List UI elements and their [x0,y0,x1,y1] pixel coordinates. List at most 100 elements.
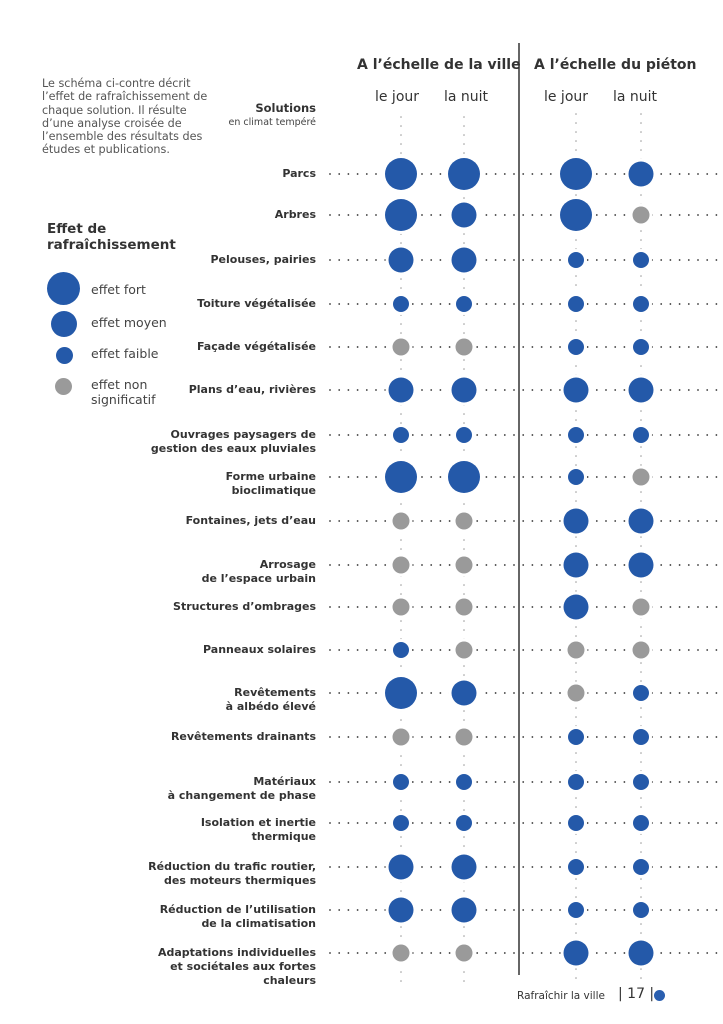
legend-label: effet faible [91,346,159,361]
row-label-line: des moteurs thermiques [163,874,316,887]
row-label-line: à changement de phase [167,789,316,802]
row-label-line: Revêtements drainants [170,730,316,743]
effect-marker-fort [560,199,592,231]
intro-text: Le schéma ci-contre décrit l’effet de ra… [42,77,208,157]
legend-dot-faible-icon [56,347,73,364]
row-label-line: Façade végétalisée [196,340,316,353]
effect-marker-faible [633,252,649,268]
legend-dot-ns-icon [55,378,72,395]
row-label: Réduction de l’utilisation de la climatis… [160,903,316,931]
footer-title: Rafraîchir la ville [517,990,605,1002]
effect-marker-fort [385,199,417,231]
effect-marker-faible [568,469,584,485]
effect-marker-faible [393,427,409,443]
row-label: Revêtements à albédo élevé [226,686,316,714]
legend-dot-fort-icon [47,272,80,305]
row-label: Revêtements drainants [171,730,316,744]
effect-marker-moyen [563,594,589,620]
effect-marker-ns [632,468,650,486]
effect-marker-moyen [388,247,414,273]
effect-marker-faible [568,859,584,875]
effect-marker-faible [456,815,472,831]
row-label-line: et sociétales aux fortes [170,960,316,973]
row-label-line: Parcs [282,167,316,180]
effect-marker-faible [633,339,649,355]
legend-label: effet non significatif [91,377,156,407]
row-label: Isolation et inertie thermique [201,816,316,844]
effect-marker-fort [560,158,592,190]
row-label: Plans d’eau, rivières [189,383,316,397]
row-label-line: Isolation et inertie [200,816,316,829]
legend-title-line2: rafraîchissement [47,237,176,253]
effect-marker-faible [456,774,472,790]
globe-icon [654,990,665,1001]
effect-marker-faible [393,815,409,831]
effect-marker-faible [568,902,584,918]
column-ville-jour: le jour [374,89,420,105]
effect-marker-ns [392,556,410,574]
effect-marker-ns [455,944,473,962]
effect-marker-moyen [388,854,414,880]
legend-label: effet fort [91,282,146,297]
effect-marker-faible [568,427,584,443]
row-header: Solutions en climat tempéré [229,101,316,128]
row-label: Réduction du trafic routier, des moteurs … [148,860,316,888]
row-label-line: Arbres [274,208,316,221]
effect-marker-moyen [563,552,589,578]
page-number: | 17 | [618,986,655,1002]
row-label: Pelouses, pairies [210,253,316,267]
effect-marker-faible [568,296,584,312]
row-label-line: Matériaux [253,775,316,788]
row-label: Matériaux à changement de phase [168,775,316,803]
effect-marker-fort [385,158,417,190]
effect-marker-moyen [451,377,477,403]
row-label-line: Adaptations individuelles [157,946,316,959]
effect-marker-moyen [451,247,477,273]
legend-label-line1: effet non [91,377,148,392]
effect-marker-ns [567,684,585,702]
row-label: Toiture végétalisée [197,297,316,311]
row-label-line: Structures d’ombrages [173,600,316,613]
row-label-line: à albédo élevé [225,700,316,713]
effect-marker-faible [568,729,584,745]
effect-marker-moyen [563,377,589,403]
effect-marker-faible [633,729,649,745]
row-label-line: Revêtements [234,686,316,699]
effect-marker-fort [385,461,417,493]
row-label: Parcs [282,167,316,181]
row-label-line: de l’espace urbain [201,572,316,585]
row-label-line: Plans d’eau, rivières [188,383,316,396]
effect-marker-faible [633,815,649,831]
row-label-line: Fontaines, jets d’eau [185,514,316,527]
row-label: Façade végétalisée [197,340,316,354]
effect-marker-moyen [451,897,477,923]
effect-marker-ns [632,641,650,659]
effect-marker-ns [455,512,473,530]
effect-marker-faible [568,815,584,831]
legend-label: effet moyen [91,315,167,330]
column-group-ville: A l’échelle de la ville [357,57,521,73]
effect-marker-moyen [563,508,589,534]
effect-marker-faible [633,859,649,875]
row-header-subtitle: en climat tempéré [228,117,316,128]
effect-marker-faible [633,902,649,918]
effect-marker-moyen [628,161,654,187]
legend-label-line2: significatif [91,392,156,407]
effect-marker-ns [455,556,473,574]
effect-marker-faible [393,642,409,658]
effect-marker-ns [632,598,650,616]
effect-marker-faible [393,774,409,790]
row-label: Forme urbaine bioclimatique [226,470,316,498]
effect-marker-ns [392,944,410,962]
effect-marker-fort [448,158,480,190]
effect-marker-moyen [628,508,654,534]
effect-marker-moyen [451,680,477,706]
row-label-line: Pelouses, pairies [210,253,316,266]
row-label-line: Ouvrages paysagers de [170,428,316,441]
effect-marker-faible [568,774,584,790]
row-label-line: thermique [251,830,316,843]
row-label-line: Arrosage [259,558,316,571]
row-label-line: bioclimatique [231,484,316,497]
effect-marker-ns [455,641,473,659]
